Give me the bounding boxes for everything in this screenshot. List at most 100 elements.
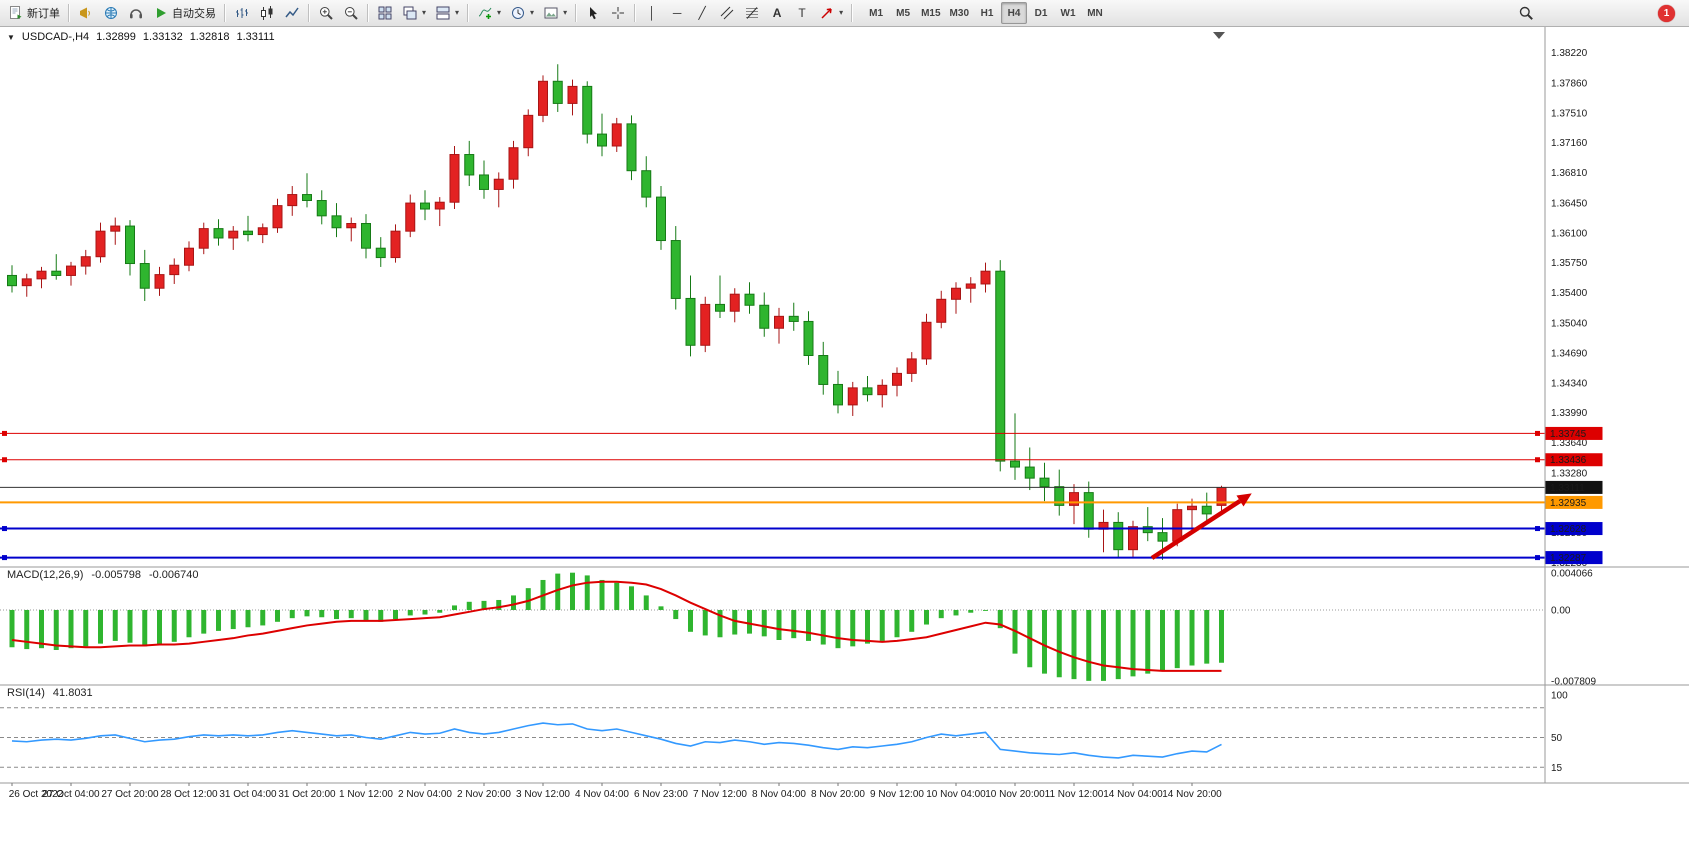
timeframe-button-w1[interactable]: W1 xyxy=(1055,2,1081,24)
candle xyxy=(995,270,1006,462)
time-axis-label: 31 Oct 20:00 xyxy=(278,789,336,800)
time-axis-label: 10 Nov 20:00 xyxy=(985,789,1045,800)
price-chart-canvas[interactable]: 1.38220 1.37860 1.37510 1.37160 1.36810 1.364… xyxy=(0,27,1689,868)
candlestick-chart-button[interactable] xyxy=(255,2,279,24)
candle xyxy=(685,297,696,346)
price-badge[interactable] xyxy=(1545,426,1603,440)
line-handle[interactable] xyxy=(2,457,7,463)
line-handle[interactable] xyxy=(1535,457,1540,463)
arrows-tool-button[interactable]: ▾ xyxy=(815,2,847,24)
timeframe-button-h1[interactable]: H1 xyxy=(974,2,1000,24)
trend-arrow-head[interactable] xyxy=(1236,493,1252,507)
macd-signal-value: -0.006740 xyxy=(148,569,199,581)
price-badge-label: 1.33745 xyxy=(1550,429,1587,440)
candle xyxy=(715,303,725,312)
timeframe-button-h4[interactable]: H4 xyxy=(1001,2,1027,24)
time-axis-label: 28 Oct 12:00 xyxy=(160,789,218,800)
timeframe-button-mn[interactable]: MN xyxy=(1082,2,1108,24)
line-handle[interactable] xyxy=(1535,430,1540,436)
period-clock-button[interactable]: ▾ xyxy=(506,2,538,24)
candle xyxy=(641,170,652,198)
line-handle[interactable] xyxy=(2,555,7,561)
text-label-tool-button[interactable]: T xyxy=(790,2,814,24)
macd-title: MACD(12,26,9) xyxy=(7,569,84,581)
text-tool-button[interactable]: A xyxy=(765,2,789,24)
announcements-button[interactable] xyxy=(74,2,98,24)
candle xyxy=(980,270,991,285)
timeframe-button-m30[interactable]: M30 xyxy=(946,2,973,24)
symbol-period-label: USDCAD-,H4 xyxy=(21,31,90,43)
timeframe-button-m15[interactable]: M15 xyxy=(917,2,944,24)
globe-icon xyxy=(105,7,117,19)
clock-icon xyxy=(512,7,525,19)
time-axis-label: 27 Oct 20:00 xyxy=(101,789,159,800)
new-order-button[interactable]: 新订单 xyxy=(4,2,64,24)
candle xyxy=(700,303,711,346)
candle xyxy=(656,196,666,242)
line-chart-button[interactable] xyxy=(280,2,304,24)
add-indicator-button[interactable]: ▾ xyxy=(473,2,505,24)
price-badge[interactable] xyxy=(1545,495,1603,509)
cascade-windows-button[interactable]: ▾ xyxy=(398,2,430,24)
candle xyxy=(847,387,858,406)
price-axis-label: 1.35040 xyxy=(1551,319,1588,330)
price-badge-label: 1.32628 xyxy=(1550,524,1587,535)
vertical-line-tool-button[interactable]: │ xyxy=(640,2,664,24)
support-button[interactable] xyxy=(124,2,148,24)
candle xyxy=(51,270,62,276)
chevron-down-icon: ▾ xyxy=(530,8,535,17)
auto-trading-button[interactable]: 自动交易 xyxy=(149,2,220,24)
price-badge[interactable] xyxy=(1545,480,1603,494)
price-badge-label: 1.32935 xyxy=(1550,498,1587,509)
candle xyxy=(523,114,534,149)
bar-chart-button[interactable] xyxy=(230,2,254,24)
time-axis-label: 10 Nov 04:00 xyxy=(926,789,986,800)
price-axis-label: 1.35400 xyxy=(1551,288,1588,299)
price-badge[interactable] xyxy=(1545,522,1603,536)
new-order-label: 新订单 xyxy=(27,8,60,20)
candle xyxy=(1187,505,1197,511)
horizontal-line-tool-button[interactable]: ─ xyxy=(665,2,689,24)
arrange-windows-button[interactable]: ▾ xyxy=(431,2,463,24)
tile-windows-button[interactable] xyxy=(373,2,397,24)
cursor-arrow-icon xyxy=(590,7,598,20)
search-button[interactable] xyxy=(1514,2,1538,24)
line-handle[interactable] xyxy=(1535,526,1540,532)
notification-badge[interactable]: 1 xyxy=(1658,4,1675,22)
candle xyxy=(7,274,17,287)
candle xyxy=(80,256,91,267)
time-axis-label: 4 Nov 04:00 xyxy=(575,789,629,800)
channel-tool-button[interactable] xyxy=(715,2,739,24)
cursor-button[interactable] xyxy=(581,2,605,24)
chart-template-button[interactable]: ▾ xyxy=(539,2,571,24)
time-axis-label: 31 Oct 04:00 xyxy=(219,789,277,800)
community-button[interactable] xyxy=(99,2,123,24)
arrange-windows-icon xyxy=(436,6,450,20)
candle xyxy=(729,293,740,312)
fibonacci-tool-button[interactable] xyxy=(740,2,764,24)
trendline-tool-button[interactable]: ╱ xyxy=(690,2,714,24)
line-handle[interactable] xyxy=(2,526,7,532)
zoom-in-button[interactable] xyxy=(314,2,338,24)
trend-arrow-annotation[interactable] xyxy=(1150,499,1242,560)
timeframe-button-d1[interactable]: D1 xyxy=(1028,2,1054,24)
price-badge-label: 1.33111 xyxy=(1550,483,1585,494)
timeframe-button-m5[interactable]: M5 xyxy=(890,2,916,24)
fibonacci-icon xyxy=(746,7,759,19)
candle xyxy=(921,321,932,360)
price-axis-label: 1.37860 xyxy=(1551,78,1588,89)
candle xyxy=(449,154,460,203)
price-badge[interactable] xyxy=(1545,453,1603,467)
candle xyxy=(139,263,150,289)
zoom-out-button[interactable] xyxy=(339,2,363,24)
vertical-line-icon: │ xyxy=(648,6,656,20)
one-click-collapse-icon[interactable]: ▼ xyxy=(7,32,15,42)
candle xyxy=(744,293,755,306)
time-axis-label: 2 Nov 20:00 xyxy=(457,789,511,800)
price-badge[interactable] xyxy=(1545,551,1603,565)
line-handle[interactable] xyxy=(1535,555,1540,561)
line-handle[interactable] xyxy=(2,430,7,436)
rsi-axis-label: 15 xyxy=(1551,763,1563,774)
crosshair-button[interactable] xyxy=(606,2,630,24)
timeframe-button-m1[interactable]: M1 xyxy=(863,2,889,24)
